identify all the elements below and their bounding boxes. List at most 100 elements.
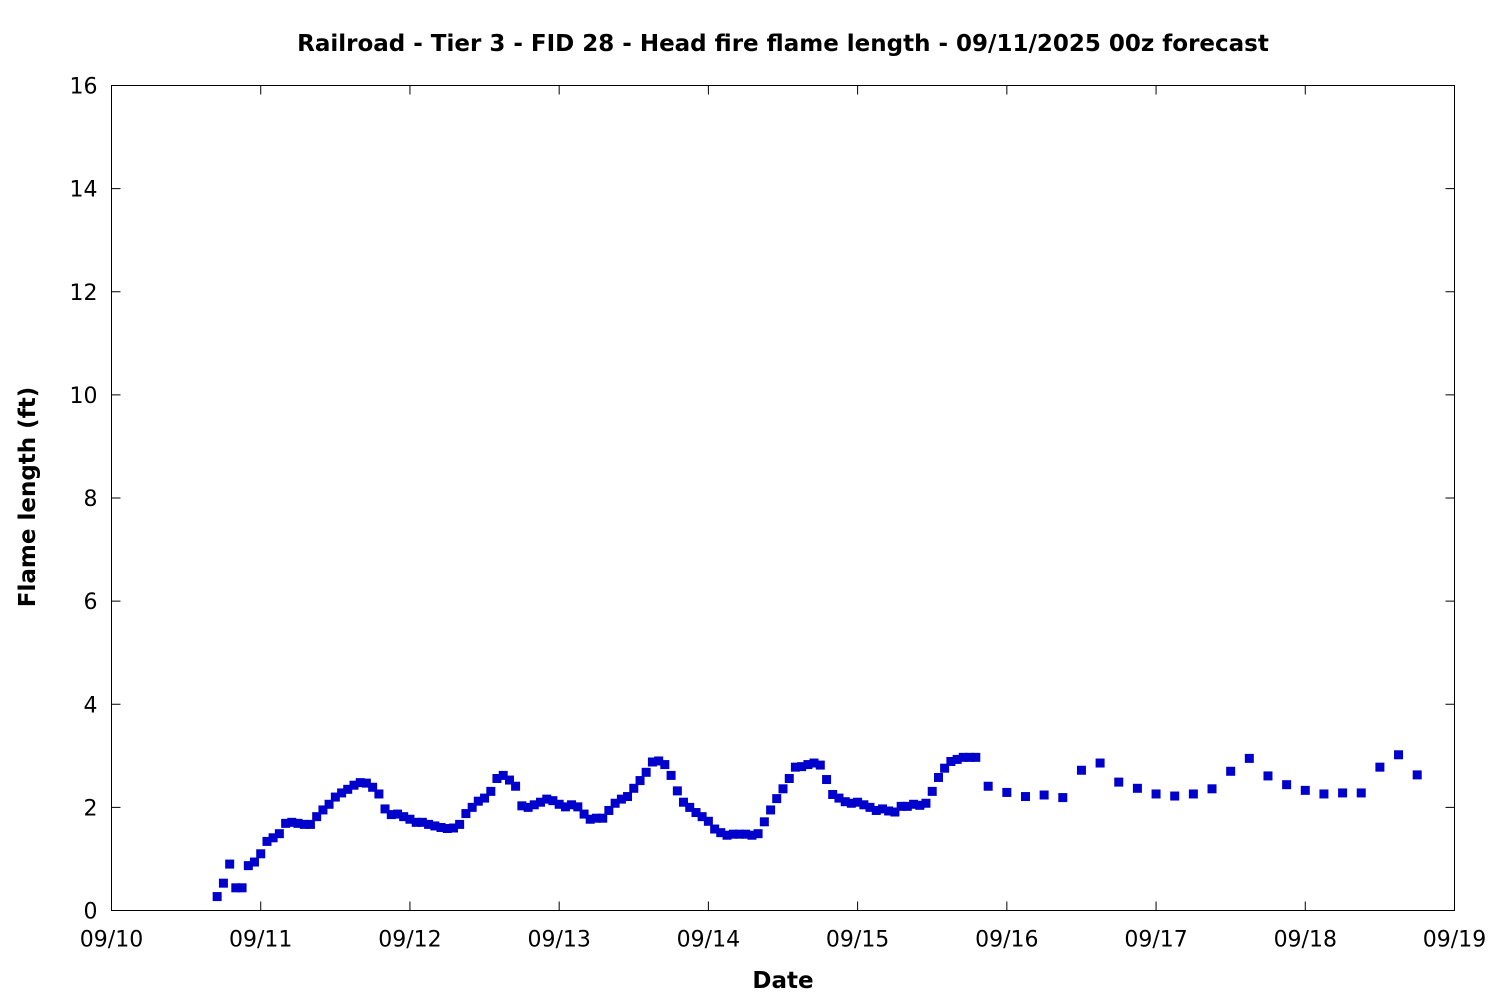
data-point <box>380 804 390 814</box>
data-point <box>585 814 595 824</box>
data-point <box>610 798 620 808</box>
data-point <box>312 812 322 822</box>
data-point <box>1282 780 1292 790</box>
data-point <box>504 775 514 785</box>
data-point <box>1319 789 1329 799</box>
data-point <box>940 763 950 773</box>
data-point <box>355 778 365 788</box>
data-point <box>1095 758 1105 768</box>
data-point <box>386 810 396 820</box>
data-point <box>237 883 247 893</box>
data-point <box>878 804 888 814</box>
data-point <box>828 789 838 799</box>
y-tick-label: 2 <box>84 796 98 821</box>
data-point <box>424 819 434 829</box>
data-point <box>822 775 832 785</box>
data-point <box>1132 783 1142 793</box>
data-point <box>1076 765 1086 775</box>
data-point <box>1020 792 1030 802</box>
data-point <box>349 780 359 790</box>
data-point <box>511 781 521 791</box>
data-point <box>1039 790 1049 800</box>
data-point <box>952 754 962 764</box>
data-point <box>218 878 228 888</box>
data-point <box>567 800 577 810</box>
x-tick-label: 09/13 <box>527 928 590 953</box>
data-point <box>442 824 452 834</box>
x-axis-label: Date <box>752 968 813 994</box>
data-point <box>231 883 241 893</box>
data-point <box>909 799 919 809</box>
data-point <box>393 809 403 819</box>
data-point <box>815 760 825 770</box>
y-axis: 0 2 4 6 8 10 12 14 16 <box>70 75 1455 925</box>
data-point <box>1394 750 1404 760</box>
data-point <box>734 829 744 839</box>
x-tick-label: 09/19 <box>1423 928 1486 953</box>
data-point <box>660 760 670 770</box>
data-point <box>946 756 956 766</box>
data-point <box>343 784 353 794</box>
data-point <box>225 859 235 869</box>
data-point <box>1114 777 1124 787</box>
data-point <box>1244 753 1254 763</box>
data-point <box>436 822 446 832</box>
data-point <box>703 816 713 826</box>
data-point <box>716 828 726 838</box>
data-point <box>536 797 546 807</box>
data-point <box>498 770 508 780</box>
data-point <box>1263 771 1273 781</box>
data-point <box>965 752 975 762</box>
y-tick-label: 12 <box>70 281 98 306</box>
data-point <box>766 805 776 815</box>
x-tick-label: 09/18 <box>1274 928 1337 953</box>
data-point <box>405 814 415 824</box>
data-point <box>971 752 981 762</box>
data-point <box>486 786 496 796</box>
data-point <box>212 892 222 902</box>
data-point <box>759 817 769 827</box>
data-point <box>623 792 633 802</box>
data-point <box>728 829 738 839</box>
data-point <box>641 767 651 777</box>
data-point <box>741 829 751 839</box>
data-point <box>467 802 477 812</box>
data-point <box>983 781 993 791</box>
x-tick-label: 09/10 <box>80 928 143 953</box>
data-point <box>1300 785 1310 795</box>
data-point <box>560 802 570 812</box>
data-points <box>212 750 1422 902</box>
data-point <box>417 817 427 827</box>
y-tick-label: 4 <box>84 693 98 718</box>
data-point <box>399 812 409 822</box>
x-tick-label: 09/17 <box>1124 928 1187 953</box>
data-point <box>871 805 881 815</box>
data-point <box>548 796 558 806</box>
data-point <box>753 829 763 839</box>
data-point <box>890 807 900 817</box>
data-point <box>480 793 490 803</box>
data-point <box>256 849 266 859</box>
data-point <box>299 819 309 829</box>
data-point <box>579 809 589 819</box>
data-point <box>790 762 800 772</box>
data-point <box>411 817 421 827</box>
y-tick-label: 14 <box>70 178 98 203</box>
data-point <box>747 830 757 840</box>
data-point <box>1188 789 1198 799</box>
y-tick-label: 6 <box>84 590 98 615</box>
data-point <box>846 798 856 808</box>
data-point <box>591 813 601 823</box>
data-point <box>803 760 813 770</box>
x-tick-label: 09/15 <box>826 928 889 953</box>
data-point <box>324 799 334 809</box>
data-point <box>374 789 384 799</box>
x-tick-label: 09/11 <box>229 928 292 953</box>
x-tick-label: 09/16 <box>975 928 1038 953</box>
data-point <box>1002 787 1012 797</box>
data-point <box>598 813 608 823</box>
data-point <box>523 802 533 812</box>
data-point <box>529 800 539 810</box>
data-point <box>337 788 347 798</box>
